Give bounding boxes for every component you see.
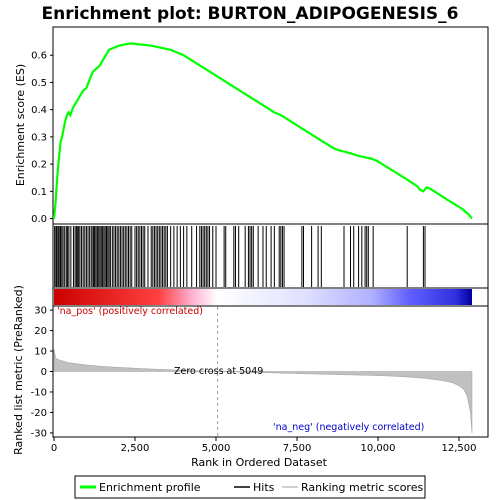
x-tick-label: 2,500 — [121, 443, 150, 454]
enrichment-profile-line — [52, 42, 473, 220]
legend-label-metric: Ranking metric scores — [301, 481, 423, 494]
zero-cross-label: Zero cross at 5049 — [174, 366, 263, 377]
metric-ytick-label: 30 — [34, 306, 47, 317]
metric-ytick-label: 20 — [34, 326, 47, 337]
hits-panel-frame — [52, 223, 489, 289]
es-ytick-label: 0.3 — [31, 132, 47, 143]
es-ytick-label: 0.1 — [31, 187, 47, 198]
legend: Enrichment profile Hits Ranking metric s… — [74, 475, 426, 499]
es-ytick-label: 0.2 — [31, 160, 47, 171]
rank-color-strip — [54, 289, 472, 305]
es-ylabel: Enrichment score (ES) — [14, 64, 27, 186]
legend-label-enrichment: Enrichment profile — [99, 481, 201, 494]
x-tick-label: 5,000 — [202, 443, 231, 454]
chart-title: Enrichment plot: BURTON_ADIPOGENESIS_6 — [42, 4, 459, 24]
legend-label-hits: Hits — [253, 481, 275, 494]
x-axis-label: Rank in Ordered Dataset — [191, 456, 328, 469]
metric-ytick-label: -20 — [31, 408, 47, 419]
hit-lines — [54, 226, 426, 287]
metric-ytick-label: 0 — [41, 367, 47, 378]
es-y-axis: 0.0 0.1 0.2 0.3 0.4 0.5 0.6 — [31, 51, 53, 225]
metric-ytick-label: 10 — [34, 347, 47, 358]
es-ytick-label: 0.0 — [31, 214, 47, 225]
pos-correlated-label: 'na_pos' (positively correlated) — [57, 306, 203, 317]
x-tick-label: 0 — [51, 443, 57, 454]
x-tick-label: 12,500 — [442, 443, 477, 454]
es-ytick-label: 0.6 — [31, 51, 47, 62]
x-tick-label: 10,000 — [361, 443, 396, 454]
metric-panel: 30 20 10 0 -10 -20 -30 'na_pos' (positively co… — [12, 285, 489, 455]
es-ytick-label: 0.4 — [31, 105, 47, 116]
x-tick-label: 7,500 — [283, 443, 312, 454]
ranking-metric-area — [53, 348, 473, 433]
metric-y-axis: 30 20 10 0 -10 -20 -30 — [31, 306, 53, 439]
es-panel: 0.0 0.1 0.2 0.3 0.4 0.5 0.6 Enrichment score (… — [14, 26, 489, 225]
hits-panel — [52, 223, 489, 289]
metric-ytick-label: -10 — [31, 387, 47, 398]
es-ytick-label: 0.5 — [31, 78, 47, 89]
metric-ylabel: Ranked list metric (PreRanked) — [12, 285, 25, 455]
neg-correlated-label: 'na_neg' (negatively correlated) — [273, 422, 424, 433]
x-axis: 0 2,500 5,000 7,500 10,000 12,500 — [51, 437, 477, 454]
metric-ytick-label: -30 — [31, 428, 47, 439]
es-panel-frame — [52, 26, 489, 225]
